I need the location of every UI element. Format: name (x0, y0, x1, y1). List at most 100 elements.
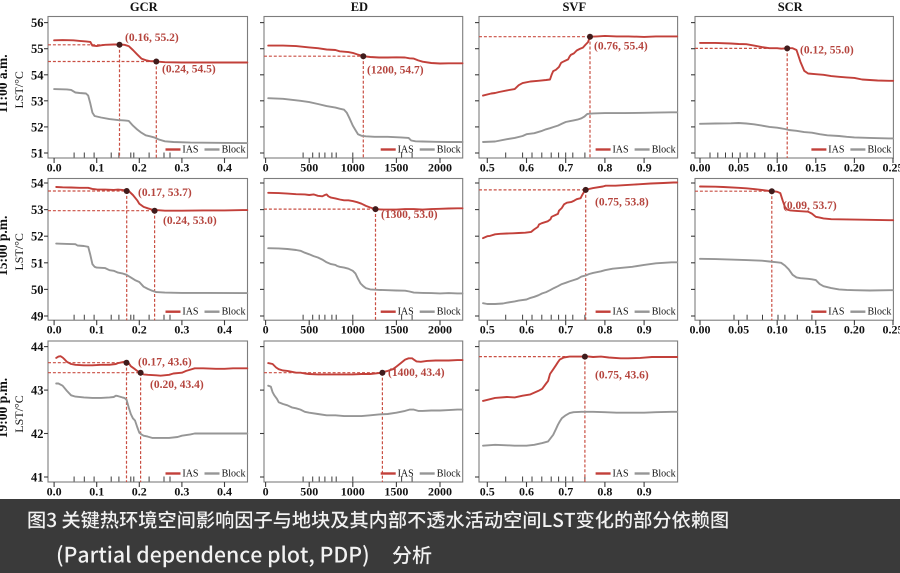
svg-text:IAS: IAS (398, 307, 414, 318)
svg-text:0.0: 0.0 (47, 484, 62, 498)
svg-text:54: 54 (31, 177, 44, 191)
svg-text:(0.17, 53.7): (0.17, 53.7) (138, 187, 192, 199)
svg-text:0.6: 0.6 (519, 160, 534, 174)
svg-text:SVF: SVF (562, 0, 586, 14)
svg-text:0.6: 0.6 (519, 484, 534, 498)
svg-text:0: 0 (263, 484, 269, 498)
svg-text:Block: Block (868, 145, 892, 156)
svg-text:0.4: 0.4 (217, 484, 232, 498)
svg-text:53: 53 (31, 203, 44, 217)
svg-text:0.25: 0.25 (883, 160, 900, 174)
svg-text:(0.16, 55.2): (0.16, 55.2) (125, 32, 179, 44)
svg-text:51: 51 (31, 147, 44, 161)
svg-text:51: 51 (31, 256, 44, 270)
svg-text:44: 44 (31, 340, 44, 354)
svg-text:Block: Block (437, 307, 461, 318)
svg-text:0.2: 0.2 (132, 160, 147, 174)
svg-text:0.7: 0.7 (558, 160, 573, 174)
svg-text:Block: Block (652, 469, 676, 480)
svg-text:SCR: SCR (778, 0, 804, 14)
svg-text:0.3: 0.3 (174, 160, 189, 174)
svg-text:Block: Block (868, 307, 892, 318)
svg-text:0.0: 0.0 (47, 323, 62, 337)
svg-text:0.9: 0.9 (637, 484, 652, 498)
svg-text:LST/°C: LST/°C (12, 233, 26, 270)
svg-text:IAS: IAS (182, 145, 198, 156)
svg-text:15:00 p.m.: 15:00 p.m. (0, 216, 10, 276)
svg-text:0.15: 0.15 (805, 323, 826, 337)
svg-text:(0.20, 43.4): (0.20, 43.4) (150, 379, 204, 391)
svg-text:54: 54 (31, 68, 44, 82)
svg-text:0.10: 0.10 (767, 323, 788, 337)
svg-text:0.4: 0.4 (217, 323, 232, 337)
svg-text:52: 52 (31, 230, 44, 244)
svg-text:Block: Block (222, 469, 246, 480)
svg-text:0.8: 0.8 (597, 160, 612, 174)
svg-text:Block: Block (437, 145, 461, 156)
svg-text:IAS: IAS (398, 145, 414, 156)
svg-text:0.20: 0.20 (844, 323, 865, 337)
svg-text:52: 52 (31, 120, 44, 134)
svg-text:IAS: IAS (398, 469, 414, 480)
svg-text:LST/°C: LST/°C (12, 71, 26, 108)
svg-text:Block: Block (222, 307, 246, 318)
svg-text:0.0: 0.0 (47, 160, 62, 174)
svg-text:IAS: IAS (182, 307, 198, 318)
svg-text:0.1: 0.1 (89, 160, 104, 174)
svg-text:56: 56 (31, 16, 44, 30)
svg-text:0.1: 0.1 (89, 323, 104, 337)
svg-text:0: 0 (263, 323, 269, 337)
svg-text:IAS: IAS (182, 469, 198, 480)
svg-text:(0.17, 43.6): (0.17, 43.6) (138, 357, 192, 369)
svg-text:50: 50 (31, 283, 44, 297)
svg-text:IAS: IAS (828, 145, 844, 156)
svg-text:0.4: 0.4 (217, 160, 232, 174)
svg-text:(0.24, 54.5): (0.24, 54.5) (162, 64, 216, 76)
svg-text:0.15: 0.15 (805, 160, 826, 174)
svg-text:55: 55 (31, 42, 44, 56)
svg-text:Block: Block (222, 145, 246, 156)
svg-text:IAS: IAS (612, 469, 628, 480)
svg-text:2000: 2000 (428, 484, 452, 498)
svg-text:0.8: 0.8 (597, 484, 612, 498)
svg-text:1000: 1000 (341, 160, 365, 174)
svg-text:53: 53 (31, 94, 44, 108)
svg-text:LST/°C: LST/°C (12, 395, 26, 432)
svg-text:0: 0 (263, 160, 269, 174)
svg-text:0.6: 0.6 (519, 323, 534, 337)
svg-text:(0.12, 55.0): (0.12, 55.0) (800, 45, 854, 57)
svg-text:0.9: 0.9 (637, 323, 652, 337)
svg-text:41: 41 (31, 471, 44, 485)
svg-text:42: 42 (31, 427, 44, 441)
svg-text:1000: 1000 (341, 323, 365, 337)
svg-text:IAS: IAS (612, 145, 628, 156)
svg-text:0.1: 0.1 (89, 484, 104, 498)
svg-text:(0.75, 53.8): (0.75, 53.8) (595, 197, 649, 209)
svg-text:0.7: 0.7 (558, 323, 573, 337)
svg-text:0.7: 0.7 (558, 484, 573, 498)
svg-text:ED: ED (351, 0, 368, 14)
svg-text:(0.24, 53.0): (0.24, 53.0) (163, 215, 217, 227)
svg-text:1000: 1000 (341, 484, 365, 498)
svg-text:1500: 1500 (384, 323, 408, 337)
svg-text:0.3: 0.3 (174, 323, 189, 337)
svg-text:0.9: 0.9 (637, 160, 652, 174)
svg-text:0.2: 0.2 (132, 323, 147, 337)
svg-text:0.5: 0.5 (480, 484, 495, 498)
svg-text:1500: 1500 (384, 160, 408, 174)
svg-text:(1200, 54.7): (1200, 54.7) (367, 65, 424, 77)
svg-text:IAS: IAS (828, 307, 844, 318)
svg-text:0.00: 0.00 (690, 323, 711, 337)
svg-text:500: 500 (300, 160, 318, 174)
svg-text:2000: 2000 (428, 160, 452, 174)
svg-text:0.2: 0.2 (132, 484, 147, 498)
svg-text:(1300, 53.0): (1300, 53.0) (381, 209, 438, 221)
svg-text:0.5: 0.5 (480, 160, 495, 174)
svg-text:19:00 p.m.: 19:00 p.m. (0, 378, 10, 438)
svg-text:0.5: 0.5 (480, 323, 495, 337)
svg-text:IAS: IAS (612, 307, 628, 318)
svg-text:(0.76, 55.4): (0.76, 55.4) (594, 41, 648, 53)
svg-text:0.20: 0.20 (844, 160, 865, 174)
svg-text:2000: 2000 (428, 323, 452, 337)
svg-text:500: 500 (300, 323, 318, 337)
